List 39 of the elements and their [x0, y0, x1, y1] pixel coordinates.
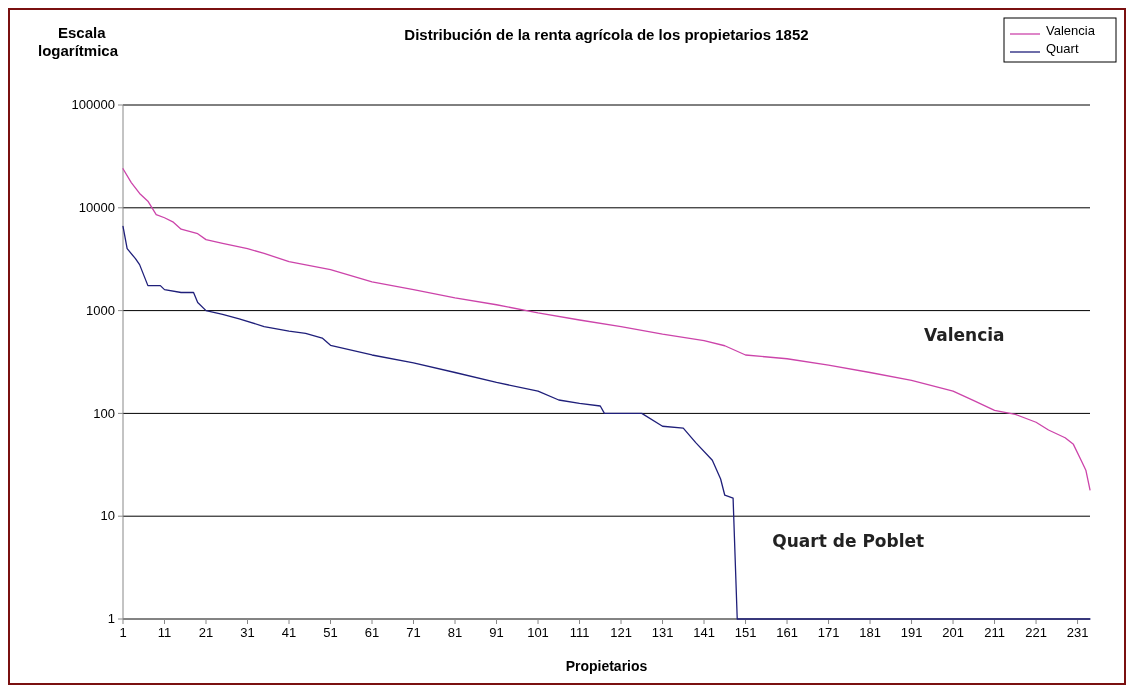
x-tick-label: 201 — [942, 625, 964, 640]
x-tick-label: 101 — [527, 625, 549, 640]
line-series — [122, 168, 1091, 491]
x-tick-label: 151 — [734, 625, 757, 640]
y-tick-label: 1000 — [86, 302, 115, 318]
annotation: Quart de Poblet — [772, 531, 925, 552]
x-tick-label: 1 — [119, 625, 127, 640]
x-tick-label: 161 — [776, 625, 798, 640]
x-tick-label: 91 — [489, 625, 504, 640]
x-tick-label: 41 — [281, 625, 297, 640]
annotation: Valencia — [924, 325, 1005, 346]
x-tick-label: 31 — [240, 625, 255, 640]
x-tick-label: 121 — [610, 625, 632, 640]
x-tick-label: 171 — [817, 625, 840, 640]
legend-label: Quart — [1046, 41, 1079, 57]
x-tick-label: 131 — [651, 625, 674, 640]
x-tick-label: 111 — [569, 625, 590, 640]
x-tick-label: 231 — [1066, 625, 1089, 640]
y-axis-title: Escala logarítmica — [38, 24, 119, 59]
x-tick-label: 211 — [984, 625, 1005, 640]
x-tick-label: 191 — [900, 625, 923, 640]
x-tick-label: 21 — [198, 625, 214, 640]
legend-label: Valencia — [1046, 23, 1096, 39]
x-tick-label: 221 — [1025, 625, 1047, 640]
y-tick-label: 100 — [93, 405, 115, 421]
x-tick-label: 11 — [157, 625, 172, 640]
y-tick-label: 10 — [100, 508, 115, 524]
y-tick-label: 100000 — [71, 97, 115, 113]
chart-title: Distribución de la renta agrícola de los propietarios 1852 — [404, 26, 809, 43]
y-tick-label: 10000 — [78, 199, 115, 215]
y-tick-label: 1 — [107, 611, 115, 627]
x-tick-label: 81 — [447, 625, 463, 640]
x-tick-label: 51 — [323, 625, 338, 640]
x-tick-label: 71 — [406, 625, 421, 640]
x-axis-title: Propietarios — [565, 658, 648, 674]
x-tick-label: 181 — [859, 625, 881, 640]
x-tick-label: 141 — [693, 625, 715, 640]
line-series — [122, 225, 1091, 620]
x-tick-label: 61 — [364, 625, 380, 640]
